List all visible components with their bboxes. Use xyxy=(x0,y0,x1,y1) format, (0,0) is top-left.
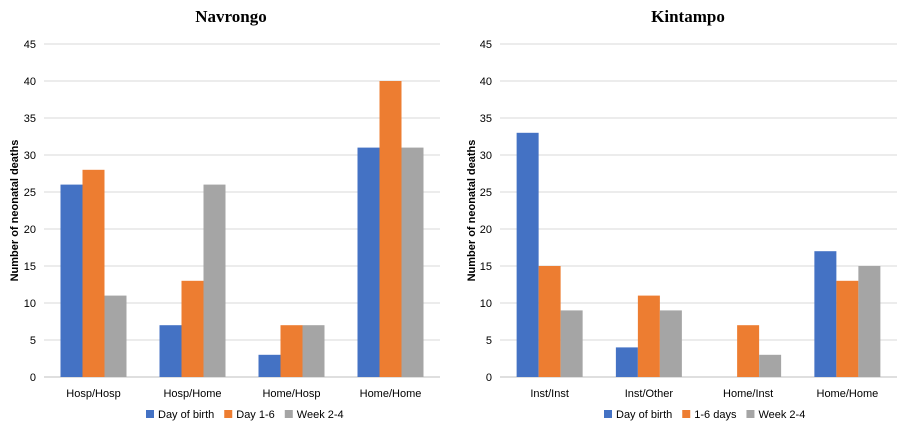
chart-panel-navrongo: Navrongo 0 5 10 15 20 25 30 35 40 45 Number of neon… xyxy=(9,7,440,421)
y-tick-label: 0 xyxy=(30,372,36,384)
x-tick-label: Inst/Inst xyxy=(530,388,569,400)
bar-day-1-6-hosp-home xyxy=(181,280,204,377)
legend-label: Week 2-4 xyxy=(758,409,805,421)
y-axis-label: Number of neonatal deaths xyxy=(9,140,21,282)
x-tick-label: Hosp/Hosp xyxy=(66,388,120,400)
bar-week-2-4-home-home xyxy=(401,147,424,377)
bar-week-2-4-hosp-home xyxy=(203,184,226,377)
y-tick-label: 5 xyxy=(486,335,492,347)
chart-title: Kintampo xyxy=(651,7,725,26)
bar-day-1-6-home-home xyxy=(379,81,402,377)
bar-week-2-4-home-hosp xyxy=(302,325,325,377)
chart-title: Navrongo xyxy=(195,7,266,26)
bar-day-of-birth-hosp-hosp xyxy=(60,184,83,377)
x-tick-label: Home/Inst xyxy=(723,388,773,400)
bar-day-1-6-home-hosp xyxy=(280,325,303,377)
bar-week-2-4-home-home xyxy=(858,266,881,377)
legend-label: Day 1-6 xyxy=(236,409,275,421)
bar-day-of-birth-home-home xyxy=(357,147,380,377)
bar-1-6-days-home-home xyxy=(836,280,859,377)
bar-day-1-6-hosp-hosp xyxy=(82,169,105,377)
y-tick-label: 10 xyxy=(24,298,36,310)
legend-label: Week 2-4 xyxy=(297,409,344,421)
legend-swatch-week-2-4 xyxy=(284,410,293,418)
y-tick-label: 25 xyxy=(480,187,492,199)
bar-day-of-birth-inst-other xyxy=(615,347,638,377)
chart-panel-kintampo: Kintampo 0 5 10 15 20 25 30 35 40 45 Number of neon… xyxy=(466,7,897,421)
legend-swatch-week-2-4 xyxy=(746,410,755,418)
legend-swatch-day-of-birth xyxy=(604,410,612,418)
legend-swatch-day-1-6 xyxy=(224,410,233,418)
legend-label: 1-6 days xyxy=(694,409,737,421)
y-tick-label: 25 xyxy=(24,187,36,199)
x-tick-label: Inst/Other xyxy=(625,388,674,400)
bar-day-of-birth-home-hosp xyxy=(258,354,281,377)
bar-1-6-days-inst-other xyxy=(637,295,660,377)
y-tick-label: 40 xyxy=(24,76,36,88)
x-tick-label: Home/Home xyxy=(360,388,422,400)
y-tick-label: 30 xyxy=(24,150,36,162)
legend-swatch-1-6-days xyxy=(682,410,691,418)
bar-day-of-birth-home-home xyxy=(814,251,837,377)
y-tick-label: 20 xyxy=(480,224,492,236)
bar-week-2-4-home-inst xyxy=(759,354,782,377)
y-tick-label: 15 xyxy=(24,261,36,273)
y-tick-label: 35 xyxy=(24,113,36,125)
bar-week-2-4-hosp-hosp xyxy=(104,295,127,377)
x-tick-label: Home/Home xyxy=(817,388,879,400)
y-tick-label: 20 xyxy=(24,224,36,236)
bar-week-2-4-inst-other xyxy=(659,310,682,377)
y-axis-label: Number of neonatal deaths xyxy=(466,140,478,282)
y-tick-label: 45 xyxy=(480,39,492,51)
y-tick-label: 45 xyxy=(24,39,36,51)
y-tick-label: 35 xyxy=(480,113,492,125)
bar-1-6-days-inst-inst xyxy=(538,266,561,377)
legend-swatch-day-of-birth xyxy=(146,410,154,418)
y-tick-label: 10 xyxy=(480,298,492,310)
y-tick-label: 40 xyxy=(480,76,492,88)
x-tick-label: Hosp/Home xyxy=(163,388,221,400)
bar-1-6-days-home-inst xyxy=(737,325,760,377)
bar-day-of-birth-hosp-home xyxy=(159,325,182,377)
y-tick-label: 15 xyxy=(480,261,492,273)
y-tick-label: 5 xyxy=(30,335,36,347)
bar-day-of-birth-inst-inst xyxy=(516,132,539,377)
x-tick-label: Home/Hosp xyxy=(262,388,320,400)
y-tick-label: 30 xyxy=(480,150,492,162)
bar-week-2-4-inst-inst xyxy=(560,310,583,377)
legend-label: Day of birth xyxy=(158,409,214,421)
legend-label: Day of birth xyxy=(616,409,672,421)
y-tick-label: 0 xyxy=(486,372,492,384)
